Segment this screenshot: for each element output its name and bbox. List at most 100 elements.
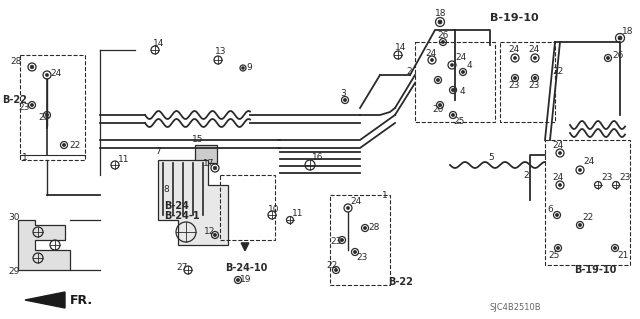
Text: 10: 10 <box>268 204 280 213</box>
Circle shape <box>438 103 442 107</box>
Text: B-22: B-22 <box>388 277 413 287</box>
Circle shape <box>364 226 367 230</box>
Circle shape <box>45 73 49 77</box>
Text: 23: 23 <box>38 114 49 122</box>
Bar <box>20 55 85 160</box>
Text: 14: 14 <box>395 43 406 53</box>
Text: 23: 23 <box>528 80 540 90</box>
Circle shape <box>618 36 622 40</box>
Bar <box>415 42 495 122</box>
Circle shape <box>442 41 445 44</box>
Circle shape <box>30 65 34 69</box>
Text: B-24: B-24 <box>164 201 189 211</box>
Text: 28: 28 <box>10 57 21 66</box>
Text: 2: 2 <box>523 170 529 180</box>
Circle shape <box>451 88 454 92</box>
Text: B-22: B-22 <box>2 95 27 105</box>
Text: B-24-1: B-24-1 <box>164 211 200 221</box>
Text: 18: 18 <box>435 10 447 19</box>
Circle shape <box>344 99 347 101</box>
Circle shape <box>213 234 216 237</box>
Circle shape <box>242 67 244 69</box>
Bar <box>195 145 217 163</box>
Text: 23: 23 <box>508 80 520 90</box>
Text: 23: 23 <box>18 102 29 112</box>
Circle shape <box>533 77 536 79</box>
Text: B-19-10: B-19-10 <box>490 13 539 23</box>
Text: 8: 8 <box>163 186 169 195</box>
Text: 23: 23 <box>330 238 341 247</box>
Text: 20: 20 <box>432 106 444 115</box>
Circle shape <box>558 152 562 155</box>
Polygon shape <box>18 220 70 270</box>
Text: 9: 9 <box>246 63 252 71</box>
Text: 22: 22 <box>326 261 337 270</box>
Bar <box>220 175 275 240</box>
Text: 23: 23 <box>601 174 612 182</box>
Circle shape <box>236 278 239 282</box>
Text: 24: 24 <box>552 140 563 150</box>
Circle shape <box>335 268 337 271</box>
Circle shape <box>558 183 562 187</box>
Text: 12: 12 <box>204 227 216 236</box>
Circle shape <box>436 78 440 82</box>
Text: 25: 25 <box>548 250 559 259</box>
Circle shape <box>346 206 349 210</box>
Text: 22: 22 <box>582 213 593 222</box>
Circle shape <box>513 77 516 79</box>
Text: 23: 23 <box>356 254 367 263</box>
Text: 22: 22 <box>69 140 80 150</box>
Circle shape <box>451 114 454 116</box>
Text: 19: 19 <box>240 276 252 285</box>
Text: 26: 26 <box>612 51 623 61</box>
Text: 11: 11 <box>292 210 303 219</box>
Text: 18: 18 <box>622 27 634 36</box>
Text: 7: 7 <box>155 147 161 157</box>
Text: 27: 27 <box>176 263 188 272</box>
Text: 2: 2 <box>406 68 412 77</box>
Bar <box>330 195 390 285</box>
Text: 5: 5 <box>488 153 493 162</box>
Text: 24: 24 <box>528 46 540 55</box>
Circle shape <box>579 223 582 226</box>
Polygon shape <box>25 292 65 308</box>
Text: B-24-10: B-24-10 <box>225 263 268 273</box>
Circle shape <box>353 250 356 254</box>
Circle shape <box>451 63 454 67</box>
Circle shape <box>607 56 609 60</box>
Circle shape <box>513 56 516 60</box>
Text: B-19-10: B-19-10 <box>574 265 616 275</box>
Circle shape <box>45 114 49 116</box>
Circle shape <box>613 246 616 249</box>
Circle shape <box>556 213 559 217</box>
Circle shape <box>533 56 536 60</box>
Text: 1: 1 <box>22 153 28 162</box>
Text: 29: 29 <box>8 268 19 277</box>
Text: 4: 4 <box>467 62 472 70</box>
Text: 22: 22 <box>552 68 563 77</box>
Text: 11: 11 <box>118 155 129 165</box>
Text: 30: 30 <box>8 213 19 222</box>
Circle shape <box>579 168 582 172</box>
Circle shape <box>461 70 465 74</box>
Text: 24: 24 <box>583 158 595 167</box>
Text: 14: 14 <box>153 39 164 48</box>
Text: 24: 24 <box>350 197 361 206</box>
Text: FR.: FR. <box>70 293 93 307</box>
Circle shape <box>31 103 33 107</box>
Circle shape <box>340 238 344 241</box>
Circle shape <box>63 144 65 146</box>
Text: 15: 15 <box>192 136 204 145</box>
Bar <box>545 140 630 265</box>
Text: 25: 25 <box>453 117 465 127</box>
Text: 23: 23 <box>619 174 630 182</box>
Text: SJC4B2510B: SJC4B2510B <box>490 303 541 313</box>
Circle shape <box>213 166 217 170</box>
Text: 24: 24 <box>552 174 563 182</box>
Circle shape <box>556 246 559 249</box>
Text: 26: 26 <box>437 31 449 40</box>
Text: 4: 4 <box>460 87 466 97</box>
Circle shape <box>438 20 442 24</box>
Text: 24: 24 <box>455 54 467 63</box>
Text: 16: 16 <box>312 153 323 162</box>
